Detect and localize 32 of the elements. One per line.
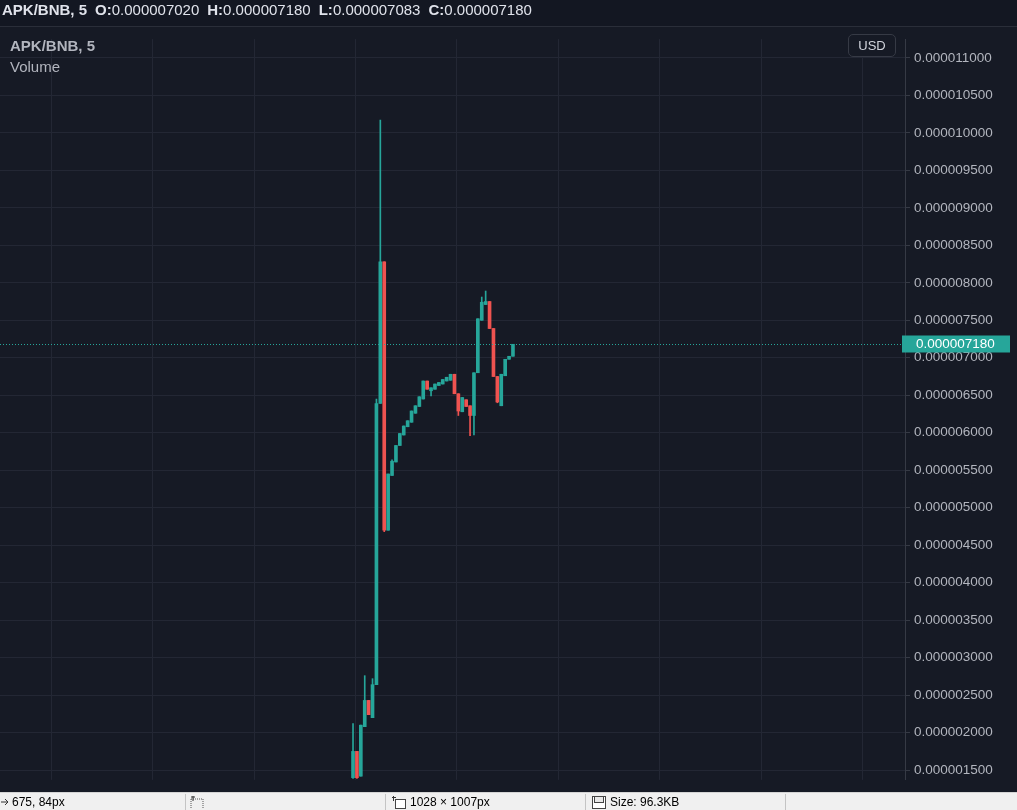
y-tick-label: 0.000005000 xyxy=(914,499,993,515)
y-tick-label: 0.000009500 xyxy=(914,162,993,178)
y-tick-label: 0.000011000 xyxy=(914,49,992,65)
currency-button: USD xyxy=(848,34,896,57)
text: L:0.000007083 xyxy=(318,1,421,18)
text: 1028 × 1007px xyxy=(410,795,490,809)
y-tick-label: 0.000004000 xyxy=(914,574,993,590)
y-tick-label: 0.000006000 xyxy=(914,424,993,440)
y-tick-label: 0.000001500 xyxy=(914,761,993,777)
text: C:0.000007180 xyxy=(428,1,532,18)
y-tick-label: 0.000010000 xyxy=(914,124,993,140)
y-tick-label: 0.000004500 xyxy=(914,536,993,552)
y-tick-label: 0.000005500 xyxy=(914,461,993,477)
y-tick-label: 0.000003500 xyxy=(914,611,993,627)
chart-subtitle: APK/BNB, 5 xyxy=(10,37,96,54)
text: Size: 96.3KB xyxy=(610,795,680,809)
y-tick-label: 0.000007000 xyxy=(914,349,993,365)
ref-line-label: 0.000007180 xyxy=(916,336,995,352)
y-tick-label: 0.000007500 xyxy=(914,311,993,327)
y-tick-label: 0.000003000 xyxy=(914,649,993,665)
text: O:0.000007020 xyxy=(95,1,200,18)
y-tick-label: 0.000002000 xyxy=(914,724,993,740)
chart-title: APK/BNB, 5 xyxy=(2,1,88,18)
annotation: Volume xyxy=(10,58,61,75)
y-tick-label: 0.000010500 xyxy=(914,87,993,103)
y-tick-label: 0.000008000 xyxy=(914,274,993,290)
y-tick-label: 0.000006500 xyxy=(914,386,993,402)
y-tick-label: 0.000008500 xyxy=(914,237,993,253)
text: 675, 84px xyxy=(12,795,65,809)
y-tick-label: 0.000002500 xyxy=(914,686,993,702)
text: H:0.000007180 xyxy=(207,1,311,18)
y-tick-label: 0.000009000 xyxy=(914,199,993,215)
